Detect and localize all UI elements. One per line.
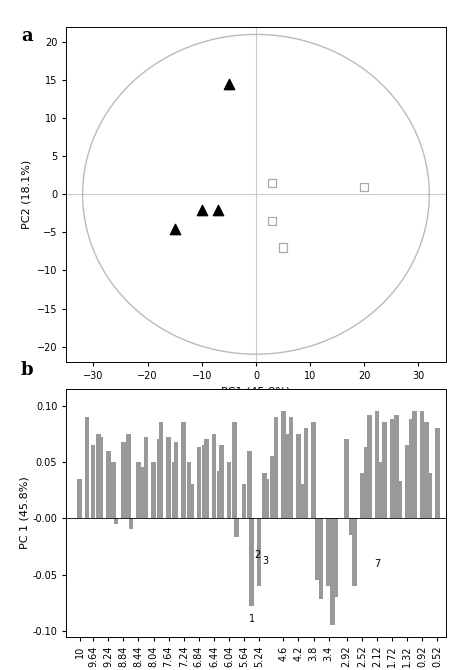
Point	[361, 182, 368, 192]
Bar	[189, 484, 193, 518]
Bar	[428, 473, 432, 518]
Bar	[367, 415, 372, 518]
Bar	[379, 462, 383, 518]
Bar	[311, 422, 316, 518]
Point	[171, 223, 179, 234]
Bar	[242, 484, 246, 518]
Bar	[232, 422, 237, 518]
Bar	[141, 468, 146, 518]
Bar	[182, 422, 186, 518]
Bar	[211, 433, 216, 518]
Bar	[91, 445, 95, 518]
Text: 2: 2	[255, 549, 261, 559]
Bar	[420, 411, 424, 518]
Bar	[144, 437, 148, 518]
Bar	[257, 518, 262, 586]
Bar	[136, 462, 141, 518]
Bar	[304, 428, 308, 518]
Y-axis label: PC 1 (45.8%): PC 1 (45.8%)	[19, 476, 29, 549]
Point	[268, 216, 276, 226]
Bar	[273, 417, 278, 518]
Bar	[412, 411, 417, 518]
Bar	[390, 419, 394, 518]
Bar	[197, 447, 201, 518]
Bar	[174, 442, 178, 518]
Point	[214, 204, 222, 215]
Bar	[424, 422, 429, 518]
Bar	[349, 518, 354, 535]
Bar	[128, 518, 133, 529]
Bar	[217, 471, 221, 518]
Point	[279, 243, 287, 253]
Bar	[127, 433, 131, 518]
Bar	[405, 445, 410, 518]
Bar	[345, 440, 349, 518]
Bar	[106, 450, 110, 518]
Bar	[202, 445, 206, 518]
Bar	[382, 422, 387, 518]
Bar	[315, 518, 319, 580]
Bar	[227, 462, 231, 518]
Bar	[114, 518, 118, 524]
Bar	[296, 433, 301, 518]
Point	[198, 204, 206, 215]
Bar	[204, 440, 209, 518]
Bar	[99, 437, 103, 518]
Bar	[281, 411, 285, 518]
Bar	[330, 518, 335, 625]
Bar	[111, 462, 116, 518]
Bar	[334, 518, 338, 597]
Bar	[96, 433, 100, 518]
X-axis label: PC1 (45.8%): PC1 (45.8%)	[221, 387, 291, 397]
Bar	[300, 484, 304, 518]
Bar	[151, 462, 156, 518]
Bar	[326, 518, 331, 586]
Bar	[364, 447, 369, 518]
Point	[268, 178, 276, 188]
Bar	[156, 440, 161, 518]
Bar	[270, 456, 274, 518]
Bar	[360, 473, 364, 518]
Y-axis label: PC2 (18.1%): PC2 (18.1%)	[21, 159, 31, 229]
Point	[225, 78, 233, 89]
Bar	[166, 437, 171, 518]
Bar	[374, 411, 379, 518]
Bar	[352, 518, 356, 586]
Bar	[234, 518, 239, 537]
Bar	[435, 428, 439, 518]
Bar	[394, 415, 399, 518]
Bar	[285, 433, 289, 518]
Bar	[172, 462, 176, 518]
Bar	[249, 518, 254, 606]
Bar	[219, 445, 224, 518]
Text: 3: 3	[262, 557, 268, 567]
Bar	[121, 442, 126, 518]
Text: 1: 1	[248, 614, 255, 624]
Bar	[159, 422, 164, 518]
Bar	[319, 518, 323, 599]
Bar	[262, 473, 267, 518]
Bar	[77, 479, 82, 518]
Text: b: b	[21, 360, 34, 379]
Bar	[397, 481, 402, 518]
Bar	[289, 417, 293, 518]
Bar	[187, 462, 191, 518]
Bar	[85, 417, 90, 518]
Bar	[410, 419, 414, 518]
Text: 7: 7	[374, 559, 380, 569]
Bar	[264, 479, 269, 518]
Bar	[247, 450, 252, 518]
Text: a: a	[21, 27, 33, 45]
